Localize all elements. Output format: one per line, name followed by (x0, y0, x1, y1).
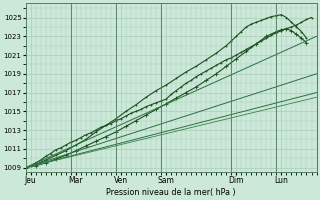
X-axis label: Pression niveau de la mer( hPa ): Pression niveau de la mer( hPa ) (106, 188, 236, 197)
